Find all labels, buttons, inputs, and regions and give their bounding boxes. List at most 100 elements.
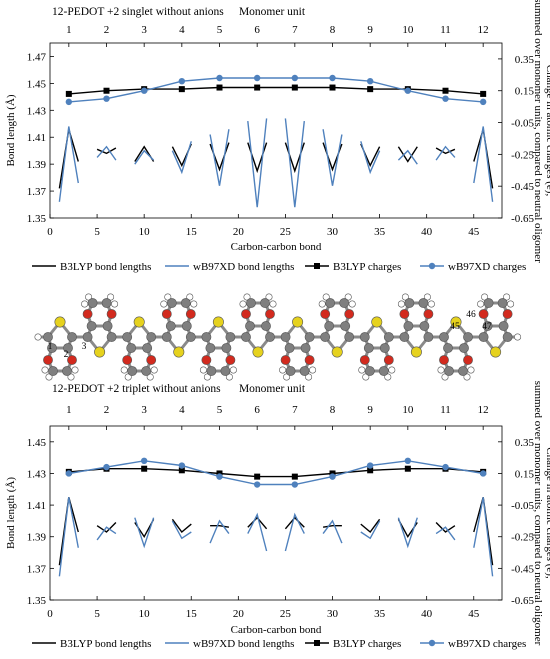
carbon-atom [364,366,375,376]
carbon-atom [205,343,216,353]
hydrogen-atom [358,366,366,374]
legend-label: wB97XD charges [448,638,526,650]
sulfur-atom [54,316,66,328]
top-tick-label: 3 [141,404,147,416]
charge-point-wb97xd [329,473,336,480]
top-tick-label: 5 [217,404,223,416]
charge-point-wb97xd [65,470,73,477]
x-tick-label: 40 [421,608,433,620]
oxygen-atom [201,355,212,365]
hydrogen-atom [348,300,356,308]
charge-line-wb97xd [68,77,484,103]
bond-length-segment-b3lyp [171,518,192,534]
bond-length-segment-wb97xd [284,118,305,208]
oxygen-atom [106,309,117,319]
sulfur-atom [94,346,106,358]
carbon-atom [86,321,97,331]
charge-point-b3lyp [291,84,298,91]
oxygen-atom [43,355,53,365]
carbon-atom [419,321,430,331]
charge-point-b3lyp [178,467,185,474]
top-tick-label: 7 [292,404,298,416]
atom-number-label: 47 [482,322,492,332]
bond-length-segment-wb97xd [435,526,456,541]
oxygen-atom [185,309,196,319]
carbon-atom [261,321,271,331]
bond-length-segment-wb97xd [209,519,230,544]
legend-label: B3LYP charges [333,638,401,650]
charge-point-b3lyp [329,84,336,91]
top-axis-label: Monomer unit [239,6,306,18]
hydrogen-atom [41,366,49,374]
bond-length-segment-b3lyp [360,518,381,534]
y2-axis-label-line: Change in atomic charges (e), [544,65,550,197]
charge-point-wb97xd [216,473,223,480]
carbon-atom [439,332,449,342]
top-tick-label: 2 [104,24,110,36]
oxygen-atom [478,309,489,319]
top-tick-label: 11 [440,24,451,36]
legend-swatch-square [314,263,320,269]
oxygen-atom [146,355,157,365]
carbon-atom [399,332,410,342]
bond-length-segment-wb97xd [58,126,79,202]
carbon-atom [497,298,508,308]
hydrogen-atom [111,300,119,308]
legend-swatch-circle [428,639,436,647]
hydrogen-atom [229,366,237,374]
carbon-atom [483,298,494,308]
carbon-atom [284,343,295,353]
atom-number-label: 3 [82,342,87,352]
charge-point-b3lyp [442,87,449,94]
charge-point-wb97xd [291,74,299,82]
y2-axis-label-line: summed over monomer units, compared to n… [532,381,544,646]
carbon-atom [502,332,513,342]
charge-point-wb97xd [65,98,73,106]
pedot-molecule-structure: 1 2 3 46 45 47 [34,293,522,381]
carbon-atom [185,332,196,342]
carbon-atom [146,332,157,342]
bond-length-segment-wb97xd [473,126,494,202]
legend-swatch-square [314,640,320,646]
bond-length-segment-wb97xd [58,497,79,577]
bond-length-segment-b3lyp [96,147,117,155]
carbon-atom [285,366,296,376]
plot-frame [49,42,503,219]
hydrogen-atom [477,300,485,308]
bond-length-segment-b3lyp [435,522,456,533]
oxygen-atom [423,309,434,319]
charge-point-wb97xd [140,87,148,94]
legend-singlet: B3LYP bond lengths wB97XD bond lengths B3L… [32,261,526,273]
carbon-atom [423,332,434,342]
x-tick-label: 15 [186,226,198,238]
plot-frame [49,425,503,601]
bond-length-segment-b3lyp [435,147,456,155]
charge-point-wb97xd [140,457,148,464]
x-tick-label: 25 [280,608,292,620]
x-axis-label: Carbon-carbon bond [231,624,322,636]
charge-point-wb97xd [366,77,374,85]
hydrogen-atom [269,300,277,308]
carbon-atom [324,321,335,331]
bond-length-segment-b3lyp [210,525,230,528]
carbon-atom [101,298,112,308]
x-tick-label: 45 [468,226,480,238]
sulfur-atom [490,346,502,358]
hydrogen-atom [120,366,128,374]
x-tick-label: 10 [139,608,151,620]
x-tick-label: 25 [280,226,292,238]
oxygen-atom [161,309,172,319]
carbon-atom [280,332,291,342]
oxygen-atom [265,309,275,319]
carbon-atom [220,366,231,376]
oxygen-atom [359,355,370,365]
hydrogen-atom [397,300,405,308]
oxygen-atom [225,355,236,365]
charge-point-wb97xd [103,463,110,471]
legend-label: wB97XD bond lengths [193,261,294,273]
charge-point-b3lyp [103,87,110,94]
y-tick-label: 1.35 [27,213,47,225]
y2-axis-label-line: Change in atomic charges (e), [544,447,550,579]
x-tick-label: 20 [233,226,245,238]
